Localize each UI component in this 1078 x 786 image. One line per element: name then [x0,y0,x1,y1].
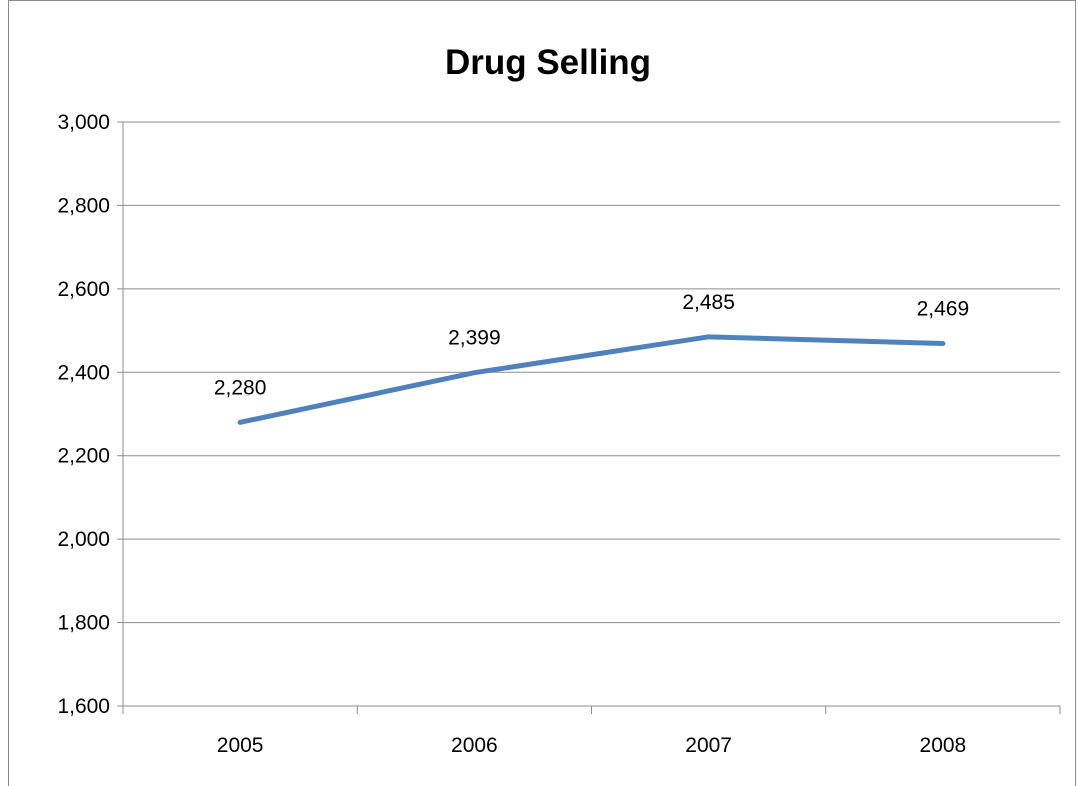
data-label: 2,280 [214,376,267,399]
chart-frame [8,0,1076,786]
data-label: 2,399 [448,327,501,350]
data-labels: 2,280 2,399 2,485 2,469 [214,291,969,400]
chart-title: Drug Selling [445,43,651,82]
x-axis-tick-labels: 2005 2006 2007 2008 [217,734,966,757]
data-label: 2,469 [917,298,970,321]
y-tick-label: 2,200 [57,445,110,468]
series-line [237,334,946,425]
y-tick-label: 2,600 [57,278,110,301]
y-axis-tick-labels: 1,600 1,800 2,000 2,200 2,400 2,600 2,800 3,000 [57,111,110,718]
x-tick-label: 2007 [685,734,732,757]
x-tick-label: 2008 [920,734,967,757]
gridlines [123,121,1060,624]
axes [117,121,1061,714]
x-tick-label: 2005 [217,734,264,757]
x-tick-label: 2006 [451,734,498,757]
y-tick-label: 2,400 [57,361,110,384]
y-tick-label: 2,000 [57,528,110,551]
y-tick-label: 1,800 [57,612,110,635]
data-label: 2,485 [682,291,735,314]
y-tick-label: 2,800 [57,194,110,217]
y-tick-label: 3,000 [57,111,110,134]
y-tick-label: 1,600 [57,695,110,718]
series [237,334,946,425]
